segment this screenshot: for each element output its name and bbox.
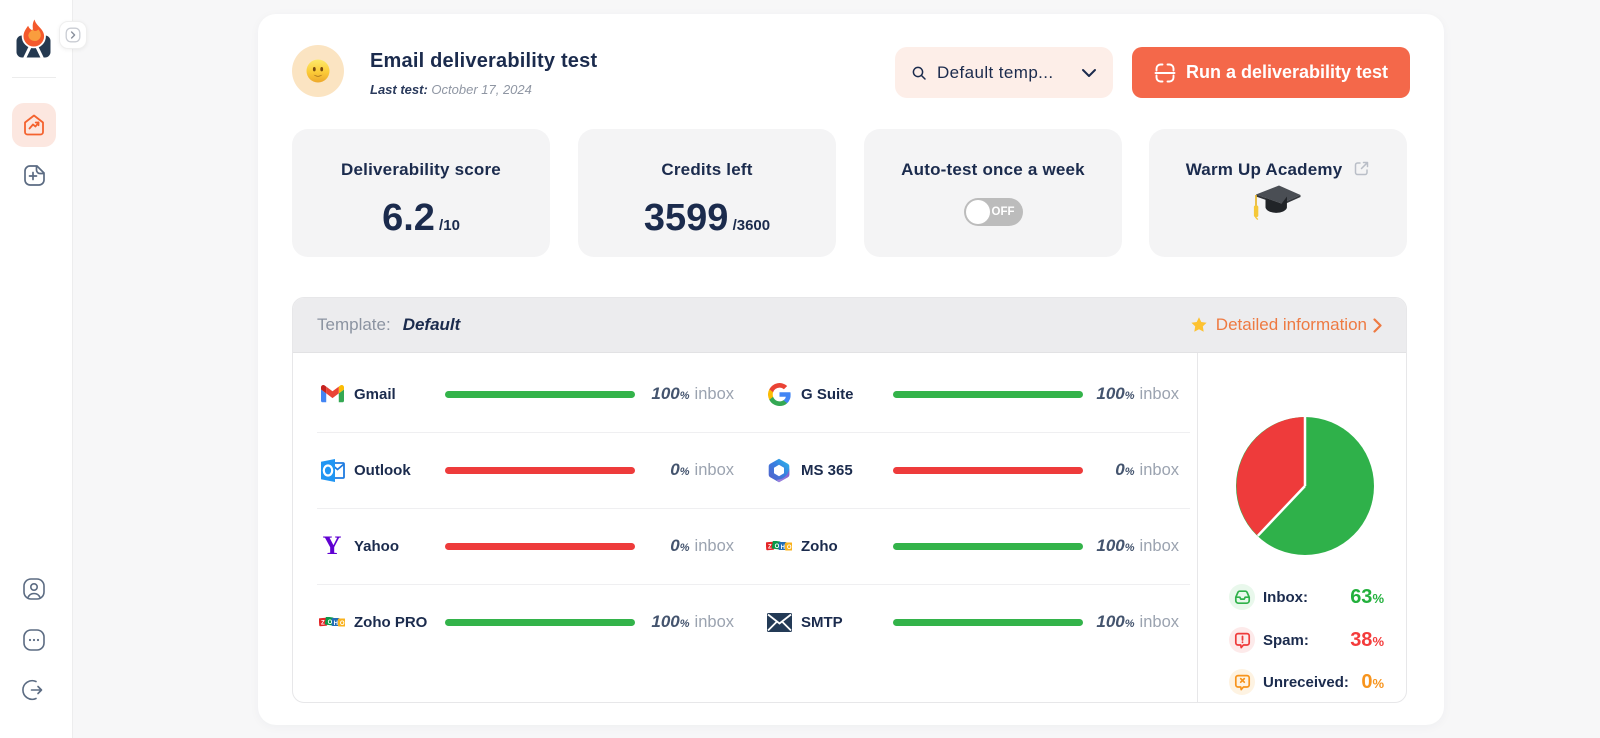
svg-text:Z: Z [768,545,772,551]
svg-text:O: O [340,621,345,627]
svg-text:H: H [334,621,338,627]
svg-text:H: H [781,545,785,551]
svg-text:Z: Z [321,621,325,627]
svg-text:O: O [775,544,780,550]
svg-text:O: O [328,620,333,626]
svg-text:O: O [787,545,792,551]
